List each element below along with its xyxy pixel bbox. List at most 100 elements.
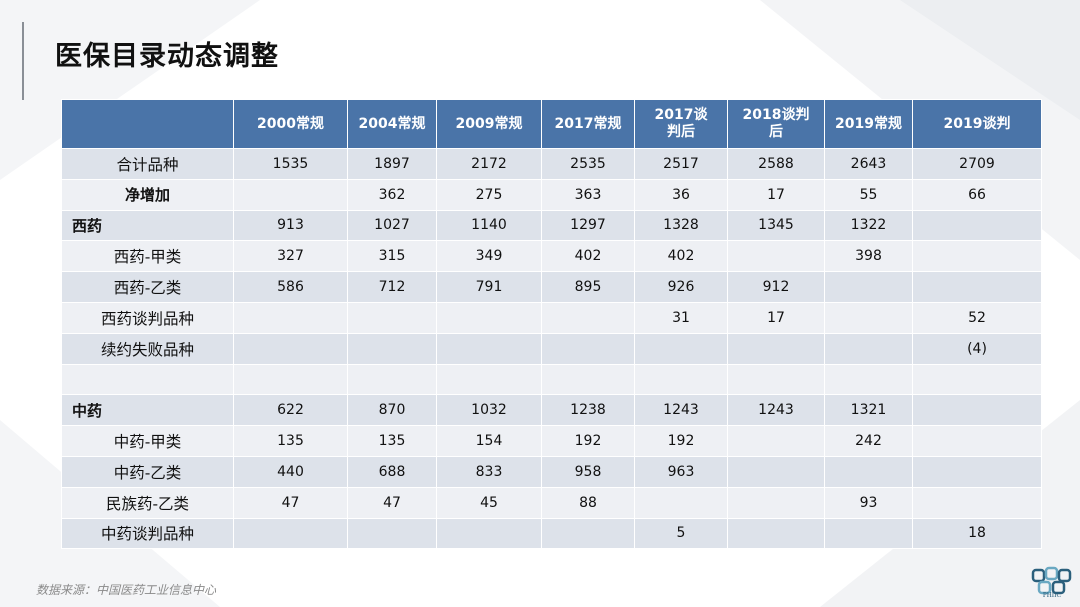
table-cell: 895 bbox=[541, 271, 635, 303]
row-label: 合计品种 bbox=[61, 148, 234, 180]
table-cell bbox=[347, 517, 437, 550]
table-cell bbox=[347, 332, 437, 365]
row-label: 民族药-乙类 bbox=[61, 486, 234, 519]
table-cell bbox=[541, 517, 635, 550]
table-cell: 688 bbox=[347, 455, 437, 488]
table-cell: 1345 bbox=[727, 209, 825, 242]
table-cell: 402 bbox=[634, 240, 728, 273]
table-cell bbox=[233, 301, 348, 334]
table-cell: 1535 bbox=[233, 148, 348, 180]
row-label: 西药-乙类 bbox=[61, 271, 234, 303]
table-cell bbox=[912, 486, 1042, 519]
table-row: 西药-甲类 327 315 349 402 402 398 bbox=[61, 240, 1042, 273]
row-label: 中药-甲类 bbox=[61, 425, 234, 457]
table-row: 西药-乙类 586 712 791 895 926 912 bbox=[61, 271, 1042, 303]
table-cell bbox=[436, 363, 542, 396]
table-cell bbox=[541, 332, 635, 365]
table-cell: 242 bbox=[824, 425, 913, 457]
header-cell: 2004常规 bbox=[347, 99, 437, 149]
table-cell bbox=[912, 394, 1042, 427]
table-cell: 1297 bbox=[541, 209, 635, 242]
table-cell: 2588 bbox=[727, 148, 825, 180]
table-row: 中药谈判品种 5 18 bbox=[61, 517, 1042, 550]
table-cell bbox=[727, 425, 825, 457]
table-cell: 963 bbox=[634, 455, 728, 488]
table-cell: 926 bbox=[634, 271, 728, 303]
table-cell: 362 bbox=[347, 178, 437, 211]
header-cell: 2009常规 bbox=[436, 99, 542, 149]
table-cell bbox=[347, 363, 437, 396]
table-cell: 1328 bbox=[634, 209, 728, 242]
table-cell: 315 bbox=[347, 240, 437, 273]
logo-text: PHIIC bbox=[1042, 591, 1062, 599]
page-title: 医保目录动态调整 bbox=[55, 41, 279, 72]
row-label: 西药 bbox=[61, 209, 234, 242]
table-cell bbox=[912, 271, 1042, 303]
table-cell: 154 bbox=[436, 425, 542, 457]
table-cell bbox=[727, 455, 825, 488]
table-cell: 45 bbox=[436, 486, 542, 519]
table-cell: 47 bbox=[347, 486, 437, 519]
table-cell bbox=[824, 301, 913, 334]
table-cell bbox=[824, 332, 913, 365]
table-cell: 17 bbox=[727, 301, 825, 334]
table-cell: 402 bbox=[541, 240, 635, 273]
table-cell bbox=[912, 455, 1042, 488]
table-cell: 440 bbox=[233, 455, 348, 488]
table-row: 中药-乙类 440 688 833 958 963 bbox=[61, 455, 1042, 488]
table-cell: 1321 bbox=[824, 394, 913, 427]
table-cell: 398 bbox=[824, 240, 913, 273]
table-cell bbox=[824, 455, 913, 488]
table-cell bbox=[824, 363, 913, 396]
header-cell: 2000常规 bbox=[233, 99, 348, 149]
header-cell-empty bbox=[61, 99, 234, 149]
header-cell: 2019谈判 bbox=[912, 99, 1042, 149]
row-label: 西药-甲类 bbox=[61, 240, 234, 273]
table-cell bbox=[541, 301, 635, 334]
table-cell: 2535 bbox=[541, 148, 635, 180]
table-cell: 1322 bbox=[824, 209, 913, 242]
phiic-logo-icon bbox=[1031, 566, 1072, 595]
table-cell bbox=[233, 363, 348, 396]
table-cell bbox=[727, 517, 825, 550]
table-cell: 712 bbox=[347, 271, 437, 303]
table-cell: 275 bbox=[436, 178, 542, 211]
table-cell: 327 bbox=[233, 240, 348, 273]
table-cell: 52 bbox=[912, 301, 1042, 334]
row-label: 中药-乙类 bbox=[61, 455, 234, 488]
row-label: 西药谈判品种 bbox=[61, 301, 234, 334]
table-cell bbox=[727, 240, 825, 273]
table-cell: 93 bbox=[824, 486, 913, 519]
table-cell bbox=[727, 486, 825, 519]
table-row: 中药-甲类 135 135 154 192 192 242 bbox=[61, 425, 1042, 457]
table-cell bbox=[436, 301, 542, 334]
row-label: 中药 bbox=[61, 394, 234, 427]
table-cell: 55 bbox=[824, 178, 913, 211]
table-cell bbox=[436, 517, 542, 550]
table-cell: 349 bbox=[436, 240, 542, 273]
table-cell: (4) bbox=[912, 332, 1042, 365]
table-cell: 5 bbox=[634, 517, 728, 550]
table-cell: 135 bbox=[233, 425, 348, 457]
table-cell bbox=[634, 332, 728, 365]
table-cell: 1140 bbox=[436, 209, 542, 242]
table-cell bbox=[912, 363, 1042, 396]
table-cell: 363 bbox=[541, 178, 635, 211]
row-label bbox=[61, 363, 234, 396]
table-cell bbox=[912, 425, 1042, 457]
table-header-row: 2000常规 2004常规 2009常规 2017常规 2017谈判后 2018… bbox=[61, 99, 1042, 149]
table-cell: 913 bbox=[233, 209, 348, 242]
table-cell: 912 bbox=[727, 271, 825, 303]
table-row: 西药谈判品种 31 17 52 bbox=[61, 301, 1042, 334]
table-cell bbox=[347, 301, 437, 334]
table-cell: 1238 bbox=[541, 394, 635, 427]
table-cell: 2517 bbox=[634, 148, 728, 180]
table-row: 合计品种 1535 1897 2172 2535 2517 2588 2643 2709 bbox=[61, 148, 1042, 180]
table-row: 中药 622 870 1032 1238 1243 1243 1321 bbox=[61, 394, 1042, 427]
header-cell: 2017谈判后 bbox=[634, 99, 728, 149]
header-cell: 2018谈判后 bbox=[727, 99, 825, 149]
table-cell bbox=[233, 178, 348, 211]
table-cell bbox=[634, 363, 728, 396]
table-cell: 31 bbox=[634, 301, 728, 334]
table-cell: 192 bbox=[634, 425, 728, 457]
